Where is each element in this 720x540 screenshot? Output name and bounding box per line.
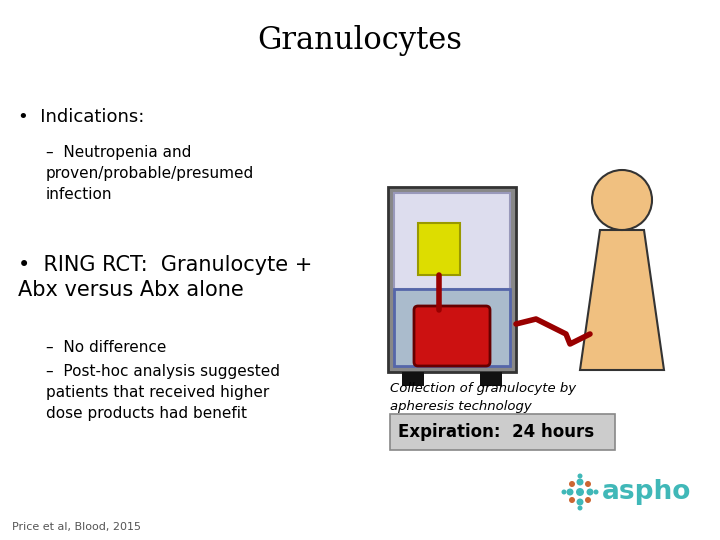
Text: –  Neutropenia and
proven/probable/presumed
infection: – Neutropenia and proven/probable/presum… [46, 145, 254, 202]
Circle shape [567, 489, 574, 496]
Text: –  No difference: – No difference [46, 340, 166, 355]
Circle shape [577, 498, 583, 505]
Text: aspho: aspho [602, 479, 691, 505]
Text: Expiration:  24 hours: Expiration: 24 hours [398, 423, 594, 441]
FancyBboxPatch shape [402, 372, 424, 386]
FancyBboxPatch shape [394, 193, 510, 289]
FancyBboxPatch shape [418, 223, 460, 275]
Text: Price et al, Blood, 2015: Price et al, Blood, 2015 [12, 522, 141, 532]
FancyBboxPatch shape [390, 414, 615, 450]
Text: •  RING RCT:  Granulocyte +
Abx versus Abx alone: • RING RCT: Granulocyte + Abx versus Abx… [18, 255, 312, 300]
Circle shape [577, 474, 582, 478]
Text: Collection of granulocyte by
apheresis technology: Collection of granulocyte by apheresis t… [390, 382, 576, 413]
Circle shape [569, 497, 575, 503]
Circle shape [593, 489, 598, 495]
Circle shape [587, 489, 593, 496]
FancyBboxPatch shape [388, 187, 516, 372]
FancyBboxPatch shape [480, 372, 502, 386]
Polygon shape [580, 230, 664, 370]
Circle shape [576, 488, 584, 496]
Circle shape [585, 481, 591, 487]
Circle shape [592, 170, 652, 230]
Circle shape [585, 497, 591, 503]
Circle shape [562, 489, 567, 495]
Circle shape [577, 478, 583, 485]
FancyBboxPatch shape [414, 306, 490, 366]
Text: Granulocytes: Granulocytes [258, 25, 462, 56]
FancyBboxPatch shape [394, 289, 510, 366]
Circle shape [569, 481, 575, 487]
Text: •  Indications:: • Indications: [18, 108, 145, 126]
Text: –  Post-hoc analysis suggested
patients that received higher
dose products had b: – Post-hoc analysis suggested patients t… [46, 364, 280, 421]
Circle shape [577, 505, 582, 510]
